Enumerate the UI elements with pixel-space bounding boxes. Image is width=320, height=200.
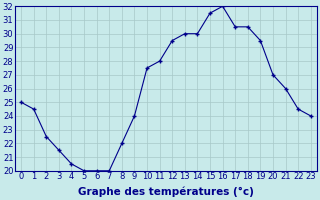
X-axis label: Graphe des températures (°c): Graphe des températures (°c)	[78, 187, 254, 197]
